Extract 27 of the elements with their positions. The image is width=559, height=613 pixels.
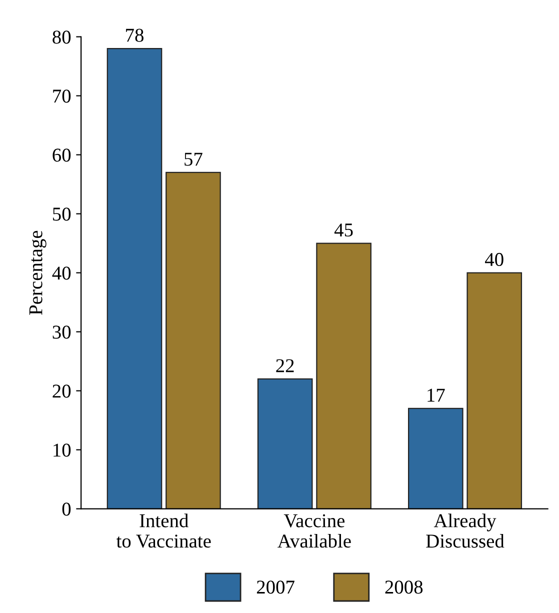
bar (257, 378, 313, 509)
y-tick-label: 40 (52, 266, 71, 280)
x-tick-label: Intend to Vaccinate (116, 514, 211, 548)
bar (166, 172, 221, 509)
bar (466, 272, 522, 509)
y-tick-label: 50 (53, 208, 71, 221)
data-label: 78 (126, 28, 144, 42)
y-axis-title: Percentage (29, 230, 46, 315)
bar (106, 48, 162, 509)
y-tick-label: 30 (52, 326, 71, 339)
bar (408, 408, 464, 509)
y-tick-label: 10 (54, 444, 71, 457)
y-tick-label: 60 (52, 148, 71, 162)
legend-label: 2008 (385, 580, 423, 594)
y-tick-label: 80 (52, 30, 71, 44)
y-tick-label: 0 (62, 502, 71, 516)
x-tick-label: Vaccine Available (278, 514, 351, 548)
x-tick-label: Already Discussed (426, 514, 504, 548)
data-label: 40 (485, 252, 504, 266)
data-label: 45 (334, 224, 353, 237)
data-label: 57 (184, 152, 202, 166)
legend-label: 2007 (256, 580, 294, 594)
bar (316, 242, 372, 509)
y-tick-label: 20 (52, 384, 71, 398)
y-tick-label: 70 (53, 90, 71, 103)
data-label: 22 (276, 359, 294, 372)
data-label: 17 (428, 388, 445, 402)
